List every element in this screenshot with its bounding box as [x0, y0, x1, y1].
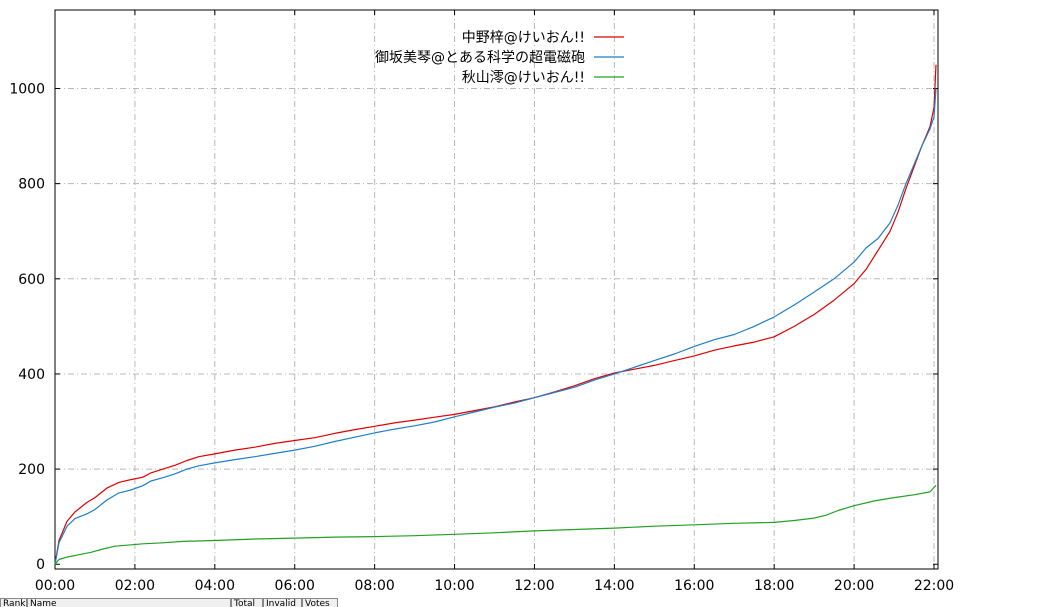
legend-label-2: 秋山澪@けいおん!! — [462, 70, 585, 86]
x-tick-label: 08:00 — [354, 578, 394, 594]
series-line-0 — [54, 64, 937, 565]
series-line-2 — [54, 484, 937, 565]
x-tick-label: 06:00 — [275, 578, 315, 594]
axis-ticks: 00:00 02:00 04:00 06:00 08:00 10:00 12:00 14:00… — [9, 10, 954, 594]
x-tick-label: 04:00 — [195, 578, 235, 594]
y-tick-label: 800 — [18, 177, 45, 193]
legend-label-1: 御坂美琴@とある科学の超電磁砲 — [375, 50, 585, 66]
y-tick-label: 400 — [18, 367, 45, 383]
y-tick-label: 0 — [36, 557, 45, 573]
x-tick-label: 14:00 — [594, 578, 634, 594]
x-tick-label: 02:00 — [115, 578, 155, 594]
series-line-1 — [54, 88, 937, 565]
column-header-invalid[interactable]: Invalid — [263, 598, 302, 607]
column-header-total[interactable]: Total — [231, 598, 263, 607]
x-tick-label: 12:00 — [514, 578, 554, 594]
x-tick-label: 22:00 — [914, 578, 954, 594]
legend-label-0: 中野梓@けいおん!! — [462, 30, 585, 46]
y-tick-label: 200 — [18, 462, 45, 478]
column-header-name[interactable]: Name — [27, 598, 231, 607]
y-tick-label: 600 — [18, 272, 45, 288]
x-tick-label: 20:00 — [834, 578, 874, 594]
x-tick-label: 00:00 — [35, 578, 75, 594]
column-header-votes[interactable]: Votes — [302, 598, 338, 607]
grid-lines — [55, 10, 938, 569]
x-tick-label: 18:00 — [754, 578, 794, 594]
table-header-row: Rank Name Total Invalid Votes — [0, 598, 340, 607]
plot-area — [54, 9, 939, 570]
series-lines — [54, 64, 937, 565]
y-tick-label: 1000 — [9, 81, 45, 97]
column-header-rank[interactable]: Rank — [0, 598, 27, 607]
x-tick-label: 16:00 — [674, 578, 714, 594]
x-tick-label: 10:00 — [434, 578, 474, 594]
